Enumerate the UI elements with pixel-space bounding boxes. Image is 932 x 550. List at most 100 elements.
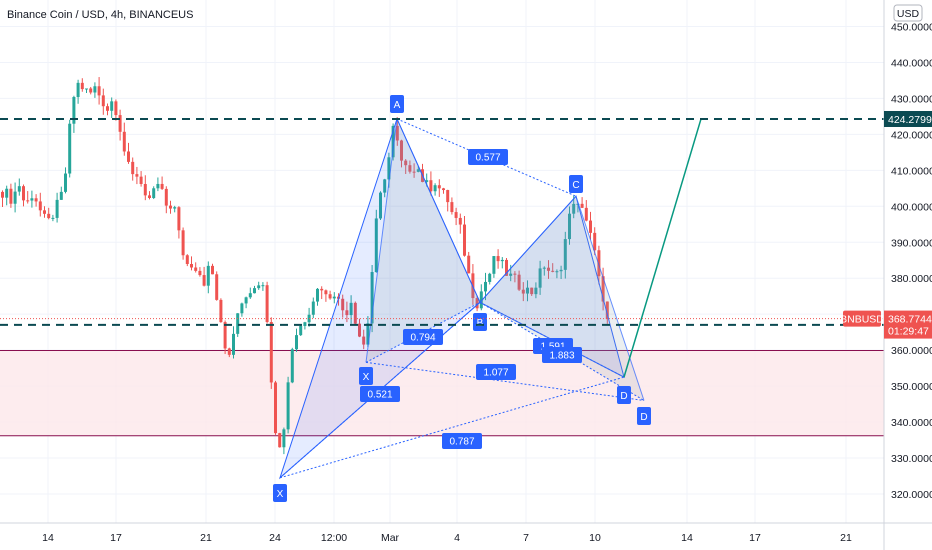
- candle-body: [345, 310, 349, 316]
- ratio-label-box: [468, 149, 508, 165]
- candle-body: [580, 203, 584, 208]
- candle-body: [593, 232, 597, 251]
- candle-body: [509, 273, 513, 276]
- candle-body: [164, 188, 168, 206]
- candle-body: [282, 429, 286, 448]
- y-tick-label: 360.0000: [891, 345, 932, 357]
- level-price-tag: [884, 110, 932, 127]
- candle-body: [513, 273, 517, 275]
- candle-body: [26, 200, 30, 202]
- candle-body: [34, 198, 38, 202]
- x-tick-label: 17: [110, 532, 122, 544]
- candle-body: [9, 188, 13, 204]
- point-label-box: [569, 175, 583, 193]
- point-label: D: [640, 412, 647, 423]
- candle-body: [311, 301, 315, 315]
- candle-body: [47, 213, 51, 219]
- y-tick-label: 330.0000: [891, 453, 932, 465]
- ratio-label: 1.077: [483, 368, 508, 379]
- candle-body: [479, 291, 483, 309]
- candle-body: [316, 288, 319, 302]
- candle-body: [383, 179, 387, 193]
- point-label-box: [273, 484, 287, 502]
- candle-body: [391, 125, 395, 158]
- point-label-box: [473, 313, 487, 331]
- candle-body: [597, 250, 601, 277]
- candle-body: [395, 125, 399, 141]
- support-zone: [0, 349, 884, 437]
- candle-body: [122, 131, 126, 152]
- candle-body: [173, 207, 177, 209]
- candle-body: [278, 433, 282, 448]
- ratio-label-box: [442, 433, 482, 449]
- candle-body: [13, 191, 17, 204]
- projection-line: [623, 118, 702, 378]
- countdown-label: 01:29:47: [888, 326, 929, 338]
- candle-body: [433, 185, 437, 192]
- candle-body: [370, 272, 374, 324]
- candle-body: [374, 218, 378, 273]
- candle-body: [64, 173, 67, 192]
- candle-body: [563, 239, 567, 270]
- candle-body: [362, 336, 366, 345]
- candle-body: [446, 190, 450, 203]
- candle-body: [408, 165, 412, 172]
- candle-body: [572, 203, 576, 214]
- candle-body: [416, 169, 420, 172]
- candle-body: [240, 303, 244, 314]
- candle-body: [387, 157, 391, 180]
- candle-body: [425, 180, 429, 182]
- candle-body: [194, 267, 198, 271]
- candle-body: [404, 160, 408, 166]
- candle-body: [30, 198, 34, 201]
- candle-body: [5, 188, 9, 198]
- x-tick-label: 10: [589, 532, 601, 544]
- candle-body: [253, 288, 256, 294]
- candle-body: [265, 285, 269, 323]
- candle-body: [500, 259, 504, 262]
- y-tick-label: 440.0000: [891, 57, 932, 69]
- candle-body: [211, 265, 214, 275]
- ratio-label-box: [542, 347, 582, 363]
- candle-body: [219, 299, 223, 323]
- candle-body: [542, 267, 546, 269]
- point-label-box: [390, 95, 404, 113]
- candle-body: [198, 270, 202, 276]
- x-tick-label: 21: [200, 532, 212, 544]
- candle-body: [555, 271, 559, 273]
- candle-body: [215, 274, 219, 300]
- candles: [1, 77, 609, 455]
- ratio-line-x2d2: [365, 361, 645, 401]
- candle-body: [177, 207, 181, 231]
- candle-body: [17, 186, 21, 192]
- candle-body: [139, 176, 143, 184]
- candle-body: [118, 115, 122, 132]
- candle-body: [400, 140, 403, 161]
- candle-body: [223, 322, 227, 349]
- candle-body: [458, 217, 462, 225]
- point-label: B: [477, 318, 484, 329]
- candle-body: [152, 188, 156, 198]
- candle-body: [454, 212, 458, 218]
- candle-body: [43, 210, 46, 214]
- ratio-label: 0.787: [449, 437, 474, 448]
- candle-body: [324, 290, 328, 295]
- candle-body: [76, 82, 80, 98]
- level-price-label: 424.2799: [888, 114, 932, 126]
- candle-body: [244, 297, 248, 304]
- x-tick-label: 14: [42, 532, 54, 544]
- candle-body: [379, 192, 382, 219]
- candle-body: [97, 86, 101, 96]
- candle-body: [89, 88, 93, 93]
- candle-body: [232, 333, 235, 355]
- candle-body: [366, 323, 370, 345]
- candle-body: [551, 270, 555, 272]
- y-tick-label: 430.0000: [891, 93, 932, 105]
- candle-body: [51, 217, 55, 219]
- point-label: C: [572, 180, 579, 191]
- pattern2-bcd-fill: [480, 196, 644, 401]
- y-tick-label: 410.0000: [891, 165, 932, 177]
